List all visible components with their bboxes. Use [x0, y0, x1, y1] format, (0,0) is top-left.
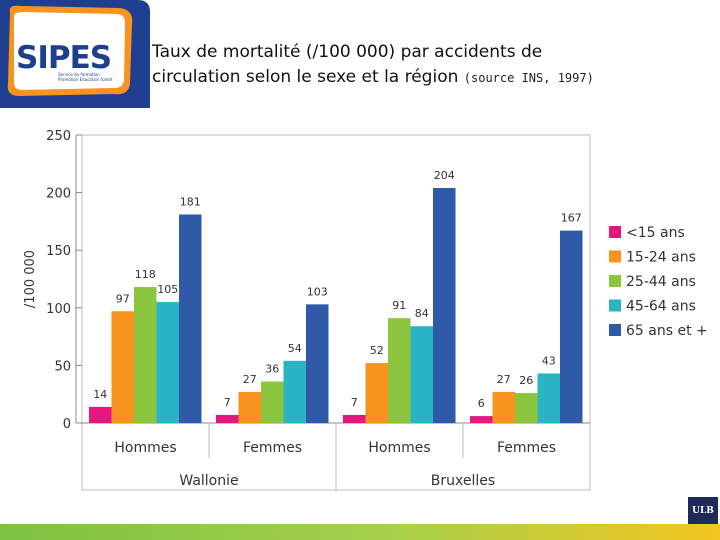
bar	[470, 416, 493, 423]
data-label: 105	[157, 283, 178, 296]
data-label: 6	[478, 397, 485, 410]
title-line-2: circulation selon le sexe et la région (…	[152, 65, 712, 91]
y-tick-label: 200	[46, 187, 71, 202]
bar	[179, 214, 202, 423]
bar	[89, 406, 112, 423]
legend-swatch	[609, 299, 621, 312]
data-label: 167	[561, 212, 582, 225]
bar	[283, 360, 306, 423]
bar	[134, 287, 157, 423]
y-tick-label: 100	[46, 302, 71, 317]
bar	[515, 393, 538, 423]
bar	[492, 391, 515, 423]
data-label: 36	[265, 363, 279, 376]
bar	[343, 414, 366, 423]
bar	[156, 302, 179, 423]
logo-graphic: SIPES Service de formation Promotion Edu…	[0, 0, 150, 108]
group-label: Bruxelles	[431, 473, 495, 489]
bar	[216, 414, 239, 423]
logo-subtitle-1: Service de formation	[58, 72, 100, 77]
bar	[111, 311, 134, 423]
bar	[560, 230, 583, 423]
bar	[410, 326, 433, 423]
category-label: Hommes	[368, 440, 430, 456]
bar	[537, 373, 560, 423]
category-label: Hommes	[114, 440, 176, 456]
sipes-logo: SIPES Service de formation Promotion Edu…	[0, 0, 150, 108]
data-label: 181	[180, 195, 201, 208]
bar	[388, 318, 411, 423]
data-label: 103	[307, 285, 328, 298]
bar	[238, 391, 261, 423]
data-label: 54	[288, 342, 302, 355]
data-label: 91	[392, 299, 406, 312]
bar	[306, 304, 329, 423]
category-label: Femmes	[243, 440, 302, 456]
legend-swatch	[609, 226, 621, 238]
legend-label: <15 ans	[626, 225, 685, 241]
y-tick-label: 0	[63, 417, 71, 432]
data-label: 52	[370, 344, 384, 357]
legend-swatch	[609, 275, 621, 287]
data-label: 14	[93, 388, 107, 401]
title-source: (source INS, 1997)	[463, 71, 594, 85]
data-label: 204	[434, 169, 455, 182]
page-title: Taux de mortalité (/100 000) par acciden…	[152, 40, 712, 91]
category-label: Femmes	[497, 440, 556, 456]
bar	[433, 187, 456, 423]
data-label: 84	[415, 307, 429, 320]
data-label: 7	[224, 396, 231, 409]
title-line-2-text: circulation selon le sexe et la région	[152, 67, 459, 87]
data-label: 97	[116, 292, 130, 305]
legend-label: 25-44 ans	[626, 274, 696, 290]
legend-swatch	[609, 324, 621, 336]
legend-label: 65 ans et +	[626, 323, 708, 339]
data-label: 7	[351, 396, 358, 409]
legend-label: 15-24 ans	[626, 250, 696, 266]
y-tick-label: 150	[46, 244, 71, 259]
y-axis-label: /100 000	[23, 250, 38, 308]
title-line-1: Taux de mortalité (/100 000) par acciden…	[152, 42, 543, 62]
data-label: 43	[542, 354, 556, 367]
logo-subtitle-2: Promotion Education Santé	[58, 77, 113, 82]
data-label: 27	[243, 373, 257, 386]
ulb-badge: ULB	[688, 497, 718, 524]
data-label: 26	[519, 374, 533, 387]
bar	[365, 363, 388, 423]
logo-text: SIPES	[16, 40, 111, 76]
legend-label: 45-64 ans	[626, 299, 696, 315]
y-tick-label: 250	[46, 129, 71, 144]
bar	[261, 381, 284, 423]
data-label: 27	[497, 373, 511, 386]
legend-swatch	[609, 250, 621, 263]
brand-bar	[0, 524, 720, 540]
group-label: Wallonie	[179, 473, 238, 489]
y-tick-label: 50	[54, 359, 71, 374]
data-label: 118	[135, 268, 156, 281]
